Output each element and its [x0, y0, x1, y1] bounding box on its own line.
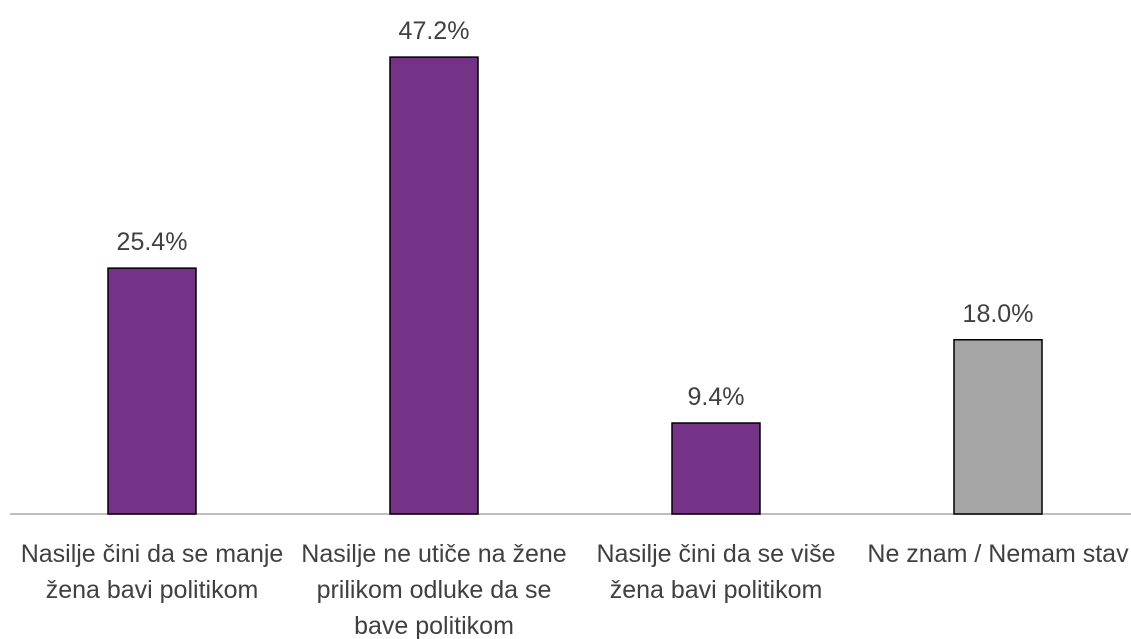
value-label: 25.4%	[117, 228, 188, 256]
x-tick-label: Ne znam / Nemam stav	[867, 540, 1129, 568]
value-label: 9.4%	[688, 383, 745, 411]
value-label: 47.2%	[399, 17, 470, 45]
bar	[953, 339, 1043, 515]
x-tick-label: Nasilje čini da se manje žena bavi polit…	[20, 540, 284, 604]
bar	[389, 56, 479, 515]
value-label: 18.0%	[963, 300, 1034, 328]
x-tick-label: Nasilje čini da se više žena bavi politi…	[596, 540, 836, 604]
bar	[671, 422, 761, 515]
bar	[107, 267, 197, 515]
x-tick-label: Nasilje ne utiče na žene prilikom odluke…	[301, 540, 567, 639]
